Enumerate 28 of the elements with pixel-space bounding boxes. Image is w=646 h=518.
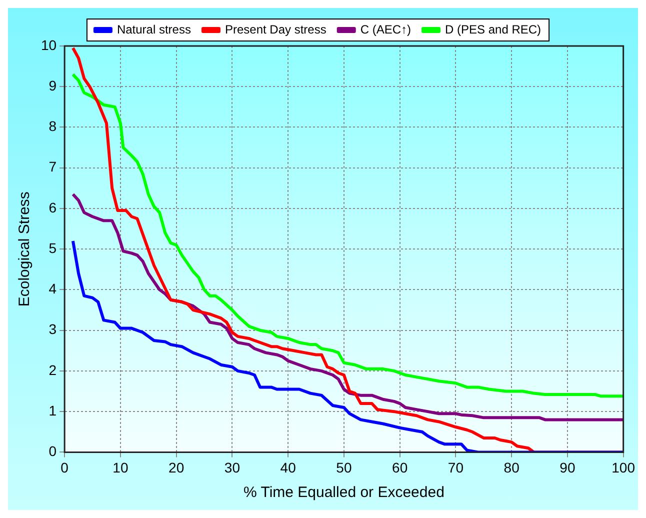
x-tick-label: 40 [280,459,296,476]
y-tick-label: 2 [48,362,57,378]
y-tick-label: 10 [40,36,57,53]
y-tick-label: 4 [48,280,57,297]
y-tick-label: 1 [48,402,57,418]
x-tick-label: 90 [560,459,576,476]
x-axis-title: % Time Equalled or Exceeded [243,484,444,502]
legend-label: C (AEC↑) [360,22,412,36]
y-tick-label: 8 [48,118,57,134]
x-tick-label: 10 [112,459,128,476]
y-tick-label: 9 [48,77,57,94]
y-tick-label: 3 [48,321,57,338]
x-tick-label: 20 [168,459,184,476]
x-tick-label: 100 [612,459,636,476]
y-tick-label: 7 [48,158,57,175]
x-tick-label: 60 [392,459,408,476]
y-tick-label: 5 [48,240,57,256]
x-tick-label: 30 [224,459,240,476]
y-tick-label: 6 [48,199,57,216]
x-tick-label: 80 [504,459,520,476]
legend-label: Natural stress [116,22,191,36]
y-axis-title: Ecological Stress [16,192,34,307]
legend-label: Present Day stress [224,22,326,36]
x-tick-label: 70 [448,459,464,476]
x-tick-label: 50 [336,459,352,476]
legend-label: D (PES and REC) [445,22,542,36]
y-tick-label: 0 [48,443,57,460]
x-tick-label: 0 [60,459,69,476]
